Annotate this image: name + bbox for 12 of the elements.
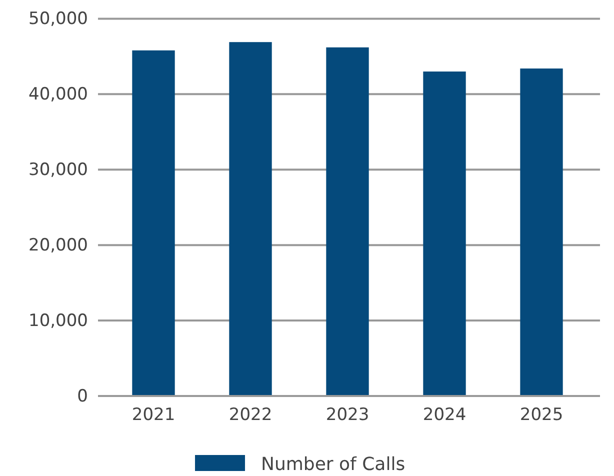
x-tick-label: 2021	[132, 405, 176, 426]
y-tick-label: 40,000	[28, 84, 88, 105]
y-tick-label: 50,000	[28, 9, 88, 30]
y-tick-label: 10,000	[28, 310, 88, 331]
y-tick-label: 20,000	[28, 236, 88, 256]
y-tick-label: 0	[77, 386, 88, 406]
x-tick-label: 2023	[326, 405, 370, 426]
legend-label: Number of Calls	[261, 454, 406, 475]
y-tick-label: 30,000	[28, 160, 88, 180]
x-tick-label: 2025	[520, 405, 564, 426]
x-tick-label: 2022	[228, 405, 272, 426]
x-tick-label: 2024	[422, 405, 466, 426]
